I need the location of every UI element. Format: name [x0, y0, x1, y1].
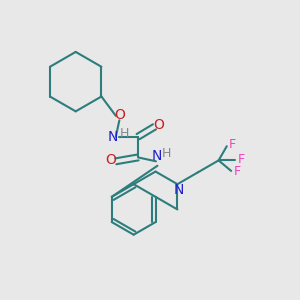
Text: O: O	[106, 153, 116, 167]
Text: O: O	[154, 118, 164, 132]
Text: F: F	[233, 165, 241, 178]
Text: F: F	[229, 138, 236, 151]
Text: H: H	[162, 147, 171, 160]
Text: N: N	[152, 149, 162, 163]
Text: O: O	[114, 108, 125, 122]
Text: N: N	[108, 130, 118, 144]
Text: H: H	[119, 127, 129, 140]
Text: F: F	[237, 153, 244, 166]
Text: N: N	[174, 182, 184, 197]
